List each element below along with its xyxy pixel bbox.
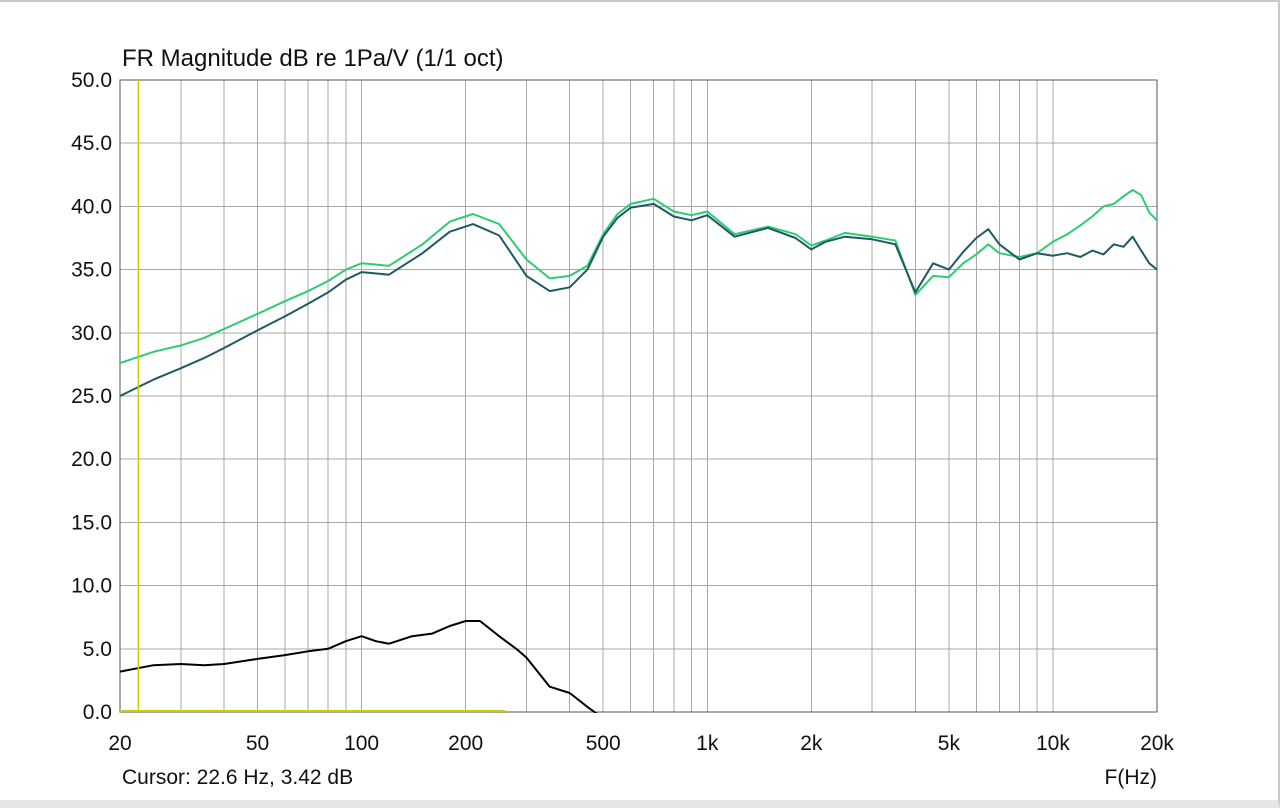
series-line-3 [120, 620, 598, 713]
y-tick-label: 15.0 [71, 511, 112, 534]
y-tick-label: 20.0 [71, 448, 112, 471]
chart-title: FR Magnitude dB re 1Pa/V (1/1 oct) [122, 45, 504, 72]
x-tick-label: 10k [1036, 732, 1070, 755]
series-line-1 [120, 189, 1157, 365]
x-tick-label: 1k [696, 732, 719, 755]
x-tick-label: 20k [1140, 732, 1174, 755]
series-layer [120, 189, 1157, 713]
y-tick-label: 5.0 [83, 638, 112, 661]
grid [119, 79, 1158, 713]
x-axis-label: F(Hz) [1105, 766, 1157, 789]
x-tick-label: 100 [344, 732, 379, 755]
series-line-2 [120, 202, 1157, 397]
x-tick-label: 5k [938, 732, 961, 755]
y-tick-label: 30.0 [71, 322, 112, 345]
x-axis-ticks: 20 50 100 200 500 1k 2k 5k 10k 20k [108, 732, 1174, 755]
cursor-layer[interactable] [120, 80, 506, 712]
y-tick-label: 0.0 [83, 701, 112, 724]
y-tick-label: 10.0 [71, 575, 112, 598]
x-tick-label: 50 [246, 732, 269, 755]
y-tick-label: 50.0 [71, 69, 112, 92]
x-tick-label: 20 [108, 732, 131, 755]
cursor-readout: Cursor: 22.6 Hz, 3.42 dB [122, 766, 353, 789]
y-tick-label: 45.0 [71, 132, 112, 155]
y-tick-label: 35.0 [71, 259, 112, 282]
y-tick-label: 25.0 [71, 385, 112, 408]
x-tick-label: 200 [448, 732, 483, 755]
y-tick-label: 40.0 [71, 195, 112, 218]
y-axis-ticks: 0.0 5.0 10.0 15.0 20.0 25.0 30.0 35.0 40.0 45.0 50… [71, 69, 112, 724]
x-tick-label: 500 [586, 732, 621, 755]
x-tick-label: 2k [800, 732, 823, 755]
